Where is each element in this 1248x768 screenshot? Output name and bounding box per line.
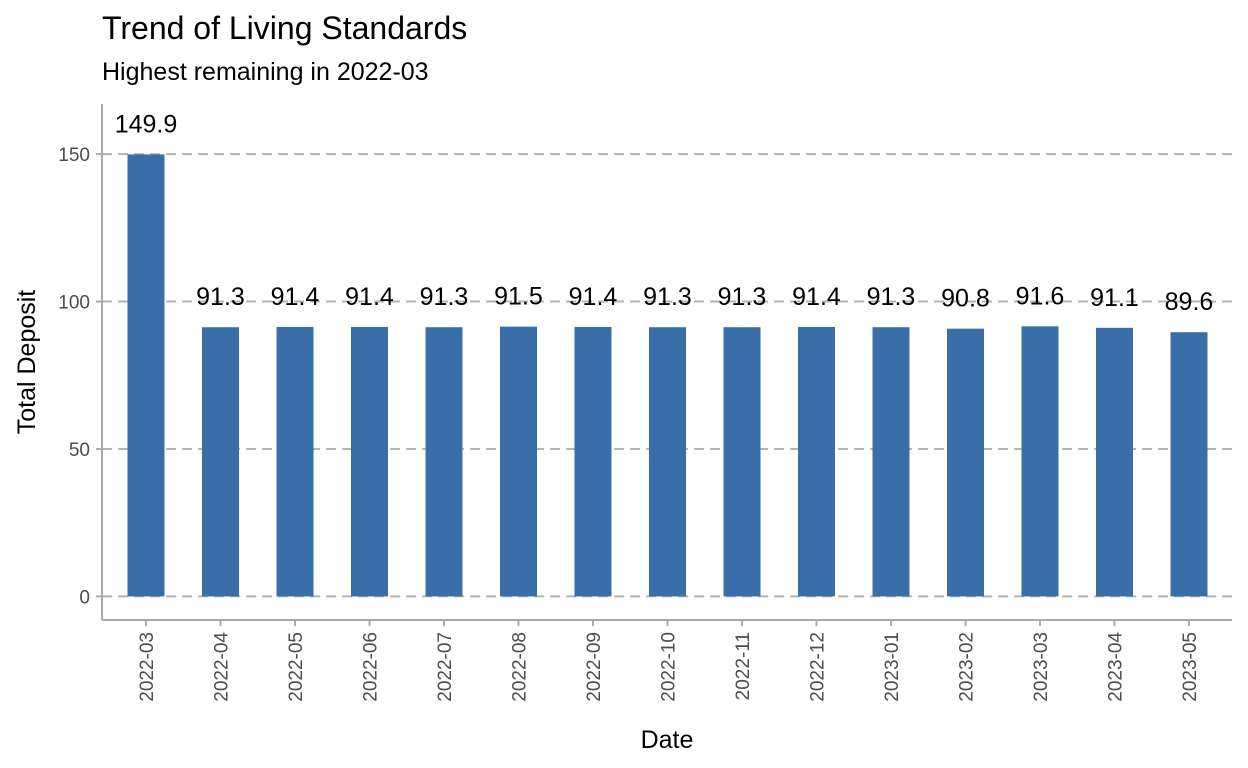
x-tick-label: 2023-04 [1106, 632, 1127, 702]
x-tick-label: 2022-04 [212, 632, 233, 702]
bar-2023-03 [1021, 326, 1059, 597]
y-tick-label: 100 [58, 293, 90, 314]
x-tick-label: 2022-12 [808, 632, 829, 702]
data-label: 91.3 [643, 283, 692, 311]
data-label: 91.3 [718, 283, 767, 311]
x-tick-label: 2023-02 [957, 632, 978, 702]
bars [127, 154, 1208, 597]
x-tick-label: 2023-03 [1031, 632, 1052, 702]
y-axis-title: Total Deposit [13, 290, 41, 435]
x-tick-label: 2022-06 [361, 632, 382, 702]
data-label: 91.1 [1090, 284, 1139, 312]
y-tick-label: 150 [58, 145, 90, 166]
y-tick-label: 50 [69, 440, 90, 461]
bar-2022-10 [649, 327, 686, 597]
y-tick-label: 0 [79, 587, 90, 608]
x-tick-label: 2022-11 [733, 632, 754, 700]
bar-2022-04 [202, 327, 239, 597]
bar-2023-04 [1096, 327, 1133, 597]
bar-2022-07 [425, 327, 463, 597]
data-label: 91.4 [345, 283, 394, 311]
chart-subtitle: Highest remaining in 2022-03 [102, 58, 429, 86]
bar-2023-02 [947, 328, 984, 597]
x-tick-label: 2022-08 [510, 632, 531, 702]
bar-2022-03 [127, 154, 165, 597]
x-tick-label: 2022-03 [137, 632, 158, 702]
data-label: 91.3 [867, 283, 916, 311]
bar-2022-09 [574, 326, 612, 597]
data-label: 89.6 [1165, 288, 1214, 316]
x-tick-label: 2023-05 [1180, 632, 1201, 702]
data-label: 91.4 [569, 283, 618, 311]
x-tick-label: 2022-05 [286, 632, 307, 702]
data-label: 90.8 [941, 285, 990, 313]
bar-2023-05 [1170, 332, 1208, 597]
chart-title: Trend of Living Standards [102, 10, 468, 46]
x-tick-label: 2022-09 [584, 632, 605, 702]
data-label: 149.9 [115, 110, 178, 138]
axes: 0 50 100 150 2022-03 2022-04 2022-05 2022-06 202… [58, 104, 1232, 702]
data-label: 91.6 [1016, 282, 1065, 310]
bar-2023-01 [872, 327, 910, 597]
data-label: 91.4 [792, 283, 841, 311]
x-tick-label: 2023-01 [882, 632, 903, 702]
x-axis-title: Date [641, 726, 694, 754]
data-label: 91.4 [271, 283, 320, 311]
data-label: 91.3 [196, 283, 245, 311]
bar-2022-06 [351, 326, 388, 597]
bar-2022-11 [723, 327, 761, 597]
bar-2022-08 [500, 326, 537, 597]
x-tick-label: 2022-07 [435, 632, 456, 702]
x-tick-label: 2022-10 [659, 632, 680, 702]
bar-2022-12 [798, 326, 835, 597]
data-label: 91.3 [420, 283, 469, 311]
bar-2022-05 [276, 326, 314, 597]
data-label: 91.5 [494, 283, 543, 311]
data-labels: 149.9 91.3 91.4 91.4 91.3 91.5 91.4 91.3 91.3 91.… [115, 110, 1214, 316]
